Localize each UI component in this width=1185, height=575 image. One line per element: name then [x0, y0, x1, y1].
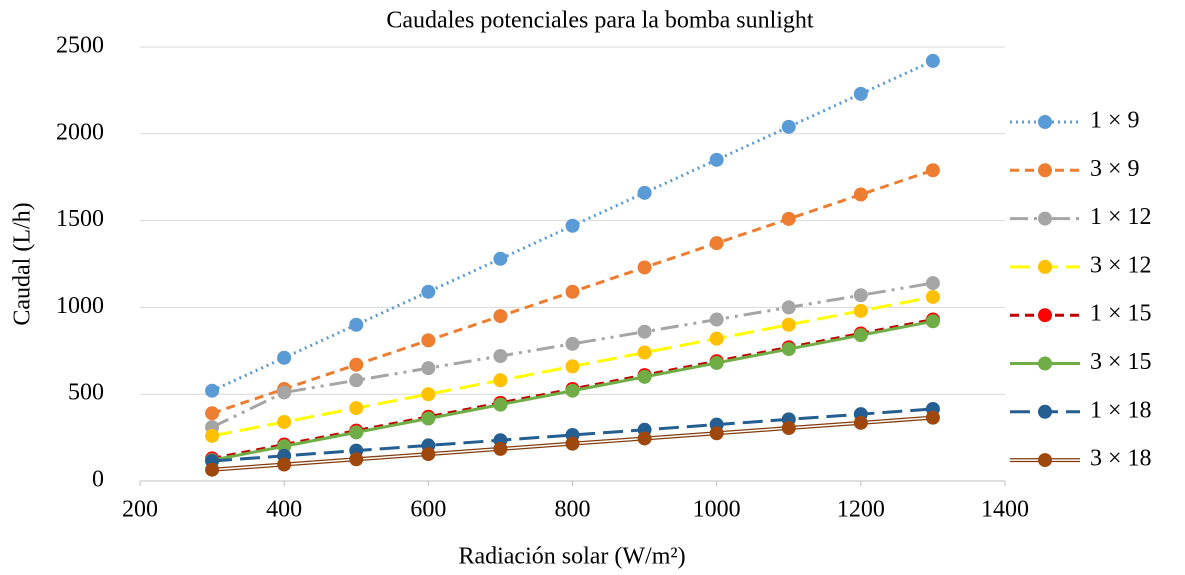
marker	[637, 324, 652, 339]
marker	[637, 345, 652, 360]
marker	[709, 331, 724, 346]
marker	[925, 163, 940, 178]
marker	[565, 336, 580, 351]
marker	[781, 342, 796, 357]
marker	[421, 387, 436, 402]
legend-marker	[1038, 404, 1052, 419]
legend-label: 1 × 9	[1090, 108, 1140, 134]
marker	[205, 428, 220, 443]
legend-marker	[1038, 115, 1052, 129]
series-line	[211, 281, 934, 429]
legend-label: 3 × 18	[1090, 446, 1152, 472]
y-tick-label: 500	[68, 380, 104, 406]
x-axis-label: Radiación solar (W/m²)	[458, 544, 685, 570]
marker	[853, 86, 868, 101]
marker	[349, 357, 364, 372]
y-tick-label: 2000	[56, 119, 104, 145]
x-tick-label: 1000	[693, 497, 741, 523]
y-tick-label: 0	[92, 467, 104, 493]
marker	[637, 260, 652, 275]
y-tick-label: 1000	[56, 293, 104, 319]
marker	[493, 397, 508, 412]
marker	[493, 349, 508, 364]
marker	[925, 53, 940, 68]
y-tick-label: 1500	[56, 206, 104, 232]
marker	[493, 441, 508, 456]
marker	[853, 288, 868, 303]
marker	[349, 401, 364, 416]
marker	[925, 314, 940, 329]
marker	[781, 317, 796, 332]
marker	[781, 119, 796, 134]
marker	[781, 300, 796, 315]
legend-label: 3 × 15	[1090, 349, 1152, 375]
marker	[349, 373, 364, 388]
marker	[205, 462, 220, 477]
marker	[493, 373, 508, 388]
x-tick-label: 800	[555, 497, 591, 523]
marker	[277, 414, 292, 429]
marker	[421, 284, 436, 299]
marker	[205, 406, 220, 421]
marker	[709, 312, 724, 327]
legend-marker	[1038, 308, 1052, 323]
marker	[709, 152, 724, 167]
legend-marker	[1038, 163, 1052, 178]
legend-marker	[1038, 211, 1052, 226]
marker	[781, 421, 796, 436]
marker	[853, 328, 868, 343]
x-tick-label: 1400	[981, 497, 1029, 523]
marker	[565, 218, 580, 233]
chart-title: Caudales potenciales para la bomba sunli…	[386, 8, 814, 34]
legend-label: 1 × 18	[1090, 397, 1152, 423]
marker	[925, 289, 940, 304]
marker	[205, 383, 220, 398]
marker	[637, 369, 652, 384]
y-axis-label: Caudal (L/h)	[10, 202, 36, 325]
marker	[637, 431, 652, 446]
legend-marker	[1038, 356, 1052, 371]
marker	[349, 317, 364, 332]
marker	[421, 411, 436, 426]
marker	[565, 436, 580, 451]
marker	[925, 410, 940, 425]
marker	[493, 309, 508, 324]
marker	[421, 447, 436, 462]
x-tick-label: 600	[410, 497, 446, 523]
legend-label: 3 × 12	[1090, 252, 1152, 278]
marker	[637, 185, 652, 200]
marker	[349, 452, 364, 467]
marker	[709, 426, 724, 441]
marker	[565, 383, 580, 398]
x-tick-label: 200	[122, 497, 158, 523]
marker	[277, 385, 292, 400]
marker	[277, 457, 292, 472]
legend-label: 1 × 12	[1090, 204, 1152, 230]
marker	[349, 425, 364, 440]
legend-marker	[1038, 259, 1052, 274]
x-tick-label: 400	[266, 497, 302, 523]
x-tick-label: 1200	[837, 497, 885, 523]
marker	[853, 303, 868, 318]
marker	[421, 333, 436, 348]
legend-label: 1 × 15	[1090, 301, 1152, 327]
marker	[709, 236, 724, 251]
marker	[493, 251, 508, 266]
y-tick-label: 2500	[56, 33, 104, 59]
marker	[781, 211, 796, 226]
marker	[565, 359, 580, 374]
marker	[565, 284, 580, 299]
marker	[853, 187, 868, 202]
marker	[277, 350, 292, 365]
marker	[709, 355, 724, 370]
legend-marker	[1038, 453, 1052, 468]
marker	[853, 415, 868, 430]
series-line	[211, 407, 934, 463]
marker	[925, 276, 940, 291]
legend-label: 3 × 9	[1090, 156, 1140, 182]
marker	[421, 361, 436, 376]
